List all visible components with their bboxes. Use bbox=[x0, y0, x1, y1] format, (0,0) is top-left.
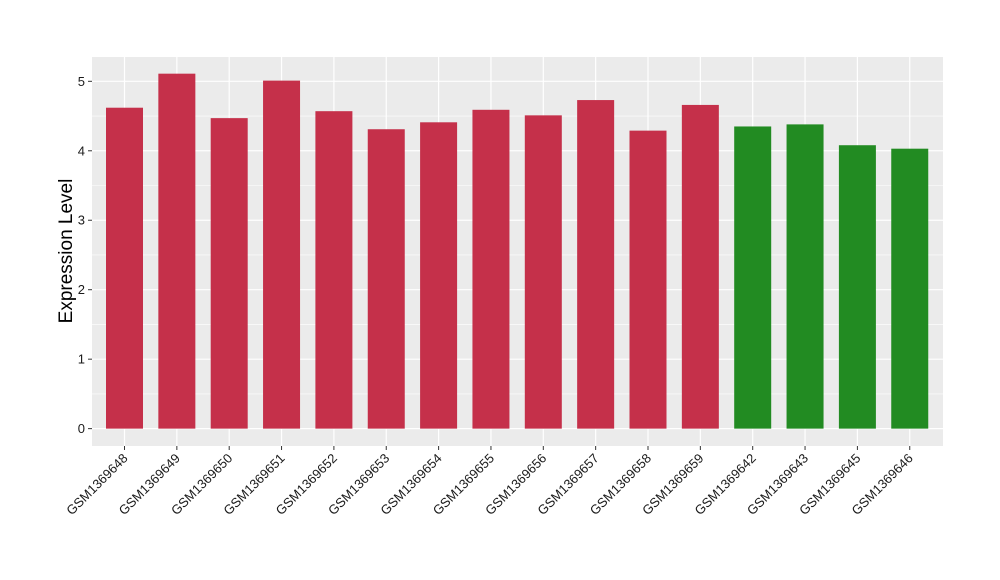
bar-GSM1369659 bbox=[681, 104, 719, 429]
bar-GSM1369645 bbox=[838, 145, 876, 429]
y-tick-label: 3 bbox=[78, 213, 85, 228]
bar-GSM1369646 bbox=[891, 148, 929, 429]
y-axis-title: Expression Level bbox=[56, 179, 77, 324]
y-tick-label: 2 bbox=[78, 282, 85, 297]
bar-GSM1369652 bbox=[315, 111, 353, 429]
bar-GSM1369650 bbox=[210, 118, 248, 429]
bar-GSM1369642 bbox=[734, 126, 772, 429]
bar-GSM1369648 bbox=[106, 107, 143, 429]
bar-GSM1369654 bbox=[420, 122, 458, 429]
bar-GSM1369643 bbox=[786, 124, 824, 429]
bar-GSM1369653 bbox=[367, 129, 405, 429]
y-axis: 0 1 2 3 4 5 bbox=[78, 74, 92, 436]
y-tick-label: 1 bbox=[78, 352, 85, 367]
bar-GSM1369656 bbox=[524, 115, 562, 429]
y-tick-label: 5 bbox=[78, 74, 85, 89]
bar-GSM1369658 bbox=[629, 130, 667, 429]
y-tick-label: 0 bbox=[78, 421, 85, 436]
bar-GSM1369657 bbox=[577, 100, 615, 429]
x-axis: GSM1369648GSM1369649GSM1369650GSM1369651… bbox=[63, 446, 916, 518]
bar-GSM1369651 bbox=[263, 80, 301, 429]
bar-GSM1369655 bbox=[472, 109, 510, 429]
bars bbox=[106, 73, 929, 429]
bar-GSM1369649 bbox=[158, 73, 196, 429]
y-tick-label: 4 bbox=[78, 143, 85, 158]
